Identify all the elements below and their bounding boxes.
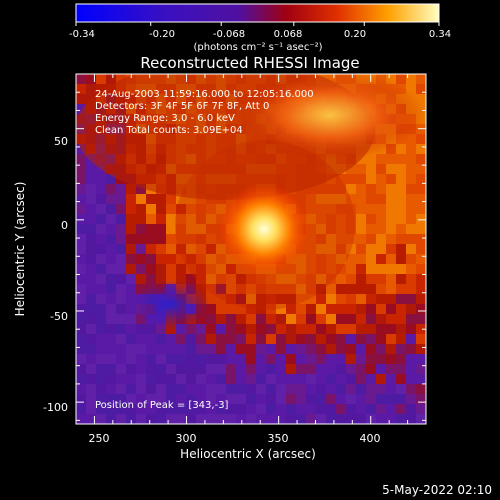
rhessi-image [76,74,426,424]
footer-timestamp: 5-May-2022 02:10 [382,483,492,497]
colorbar-gradient [75,3,440,23]
colorbar-tick-label: 0.068 [274,29,303,40]
colorbar-tick-label: -0.34 [69,29,95,40]
colorbar-tick-label: -0.20 [149,29,175,40]
info-energy-range: Energy Range: 3.0 - 6.0 keV [95,113,235,124]
axis-ticks [76,74,426,424]
info-time-range: 24-Aug-2003 11:59:16.000 to 12:05:16.000 [95,89,314,100]
colorbar-ticks [75,22,440,26]
x-tick-label: 350 [268,432,289,445]
colorbar-tick-label: 0.34 [429,29,451,40]
colorbar-tick-label: 0.20 [344,29,366,40]
y-tick-label: -100 [43,401,68,414]
colorbar-tick-label: -0.068 [213,29,245,40]
y-axis-title: Heliocentric Y (arcsec) [13,182,27,317]
plot-frame [75,73,427,425]
info-clean-counts: Clean Total counts: 3.09E+04 [95,125,243,136]
colorbar: -0.34 -0.20 -0.068 0.068 0.20 0.34 (phot… [69,3,451,53]
x-tick-label: 250 [89,432,110,445]
observation-info: 24-Aug-2003 11:59:16.000 to 12:05:16.000… [95,89,314,136]
colorbar-unit-label: (photons cm⁻² s⁻¹ asec⁻²) [193,42,322,53]
y-tick-label: 50 [54,135,68,148]
x-tick-label: 400 [360,432,381,445]
x-axis-title: Heliocentric X (arcsec) [180,447,316,461]
y-tick-label: 0 [61,219,68,232]
x-tick-label: 300 [176,432,197,445]
info-detectors: Detectors: 3F 4F 5F 6F 7F 8F, Att 0 [95,101,269,112]
peak-position-label: Position of Peak = [343,-3] [95,400,229,411]
plot-title: Reconstructed RHESSI Image [140,54,359,72]
peak-emission-source [218,183,310,275]
y-tick-label: -50 [50,310,68,323]
